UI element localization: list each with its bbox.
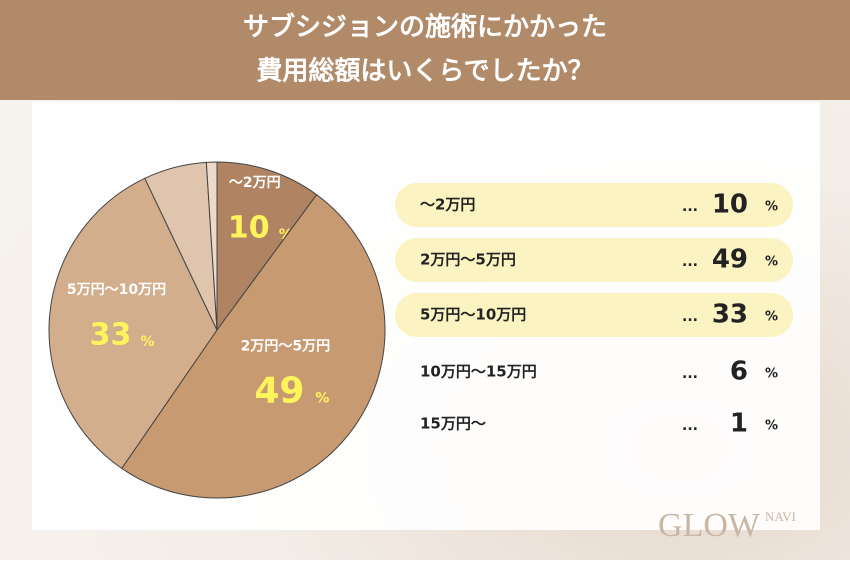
pie-slice [205, 161, 218, 331]
legend-value: 10 [712, 190, 748, 220]
legend-value: 6 [730, 357, 748, 387]
legend-leader: ... [682, 199, 698, 215]
pie-slice [216, 161, 318, 332]
pie-slice [121, 194, 386, 499]
slice-label: 5万円〜10万円 [67, 282, 166, 298]
legend-label: 15万円〜 [420, 415, 486, 433]
legend-leader: ... [682, 254, 698, 270]
header [0, 0, 850, 100]
legend-leader: ... [682, 309, 698, 325]
slice-label: 2万円〜5万円 [241, 339, 330, 355]
legend-unit: % [765, 419, 778, 434]
legend-value: 1 [730, 409, 748, 439]
legend-label: 5万円〜10万円 [420, 306, 526, 324]
legend-label: 2万円〜5万円 [420, 251, 516, 269]
logo: GLOW [658, 507, 761, 544]
pie-slice [48, 177, 218, 470]
legend-unit: % [765, 255, 778, 270]
legend-unit: % [765, 310, 778, 325]
legend-unit: % [765, 367, 778, 382]
legend-highlight [395, 238, 793, 282]
slice-label: 〜2万円 [229, 175, 281, 191]
legend-leader: ... [682, 366, 698, 382]
slice-value: 33 [90, 318, 132, 353]
title-line: サブシジョンの施術にかかった [243, 12, 607, 43]
legend-leader: ... [682, 418, 698, 434]
title-line: 費用総額はいくらでしたか？ [256, 56, 593, 87]
legend-highlight [395, 293, 793, 337]
legend-label: 10万円〜15万円 [420, 363, 537, 381]
slice-unit: % [141, 334, 155, 350]
legend-value: 33 [712, 300, 748, 330]
legend-unit: % [765, 200, 778, 215]
legend-label: 〜2万円 [420, 196, 475, 214]
slice-unit: % [315, 391, 329, 407]
legend-highlight [395, 183, 793, 227]
slice-value: 10 [228, 211, 270, 246]
legend-value: 49 [712, 245, 748, 275]
logo-sub: NAVI [765, 509, 796, 524]
slice-value: 49 [254, 371, 304, 412]
